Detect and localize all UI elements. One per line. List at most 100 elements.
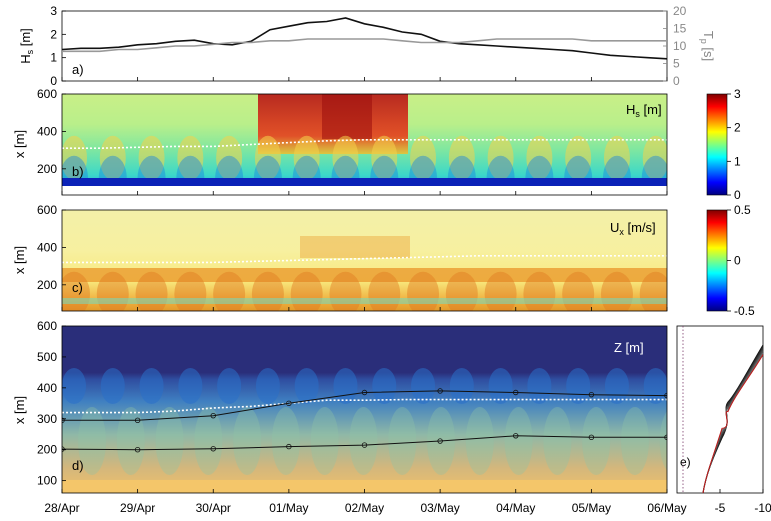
panel-d-wave xyxy=(527,368,552,404)
date-tick-label: 06/May xyxy=(647,501,686,515)
panel-d-wave xyxy=(582,407,611,475)
panel-d-contour-marker xyxy=(210,446,216,452)
panel-b-label: b) xyxy=(72,164,84,179)
panel-d-contour-marker xyxy=(361,442,368,448)
panel-c-jet-band xyxy=(62,268,667,282)
panel-d-wave xyxy=(333,368,358,404)
panel-c-shore-band xyxy=(62,298,667,304)
panel-a-left-tick-label: 0 xyxy=(50,74,57,88)
panel-a-left-tick-label: 3 xyxy=(50,4,57,18)
panel-b-cb-tick-label: 3 xyxy=(734,87,741,101)
panel-b-wave xyxy=(603,135,630,181)
panel-e-frame xyxy=(676,325,764,494)
panel-d-wave xyxy=(604,368,629,404)
panel-d-contour-marker xyxy=(588,391,595,398)
panel-a-frame xyxy=(61,10,668,82)
panel-b-wave xyxy=(448,135,475,181)
panel-d-wave xyxy=(566,368,591,404)
panel-d-wave xyxy=(643,368,667,404)
panel-e-label: e) xyxy=(680,455,691,469)
panel-c-wave xyxy=(290,271,323,311)
panel-d-wave xyxy=(62,368,86,404)
panel-b-wave xyxy=(62,135,87,181)
panel-b-ytick-label: 200 xyxy=(37,162,57,176)
panel-d-contour-marker xyxy=(134,417,141,424)
panel-b-wave xyxy=(487,135,514,181)
panel-d-contour-marker xyxy=(286,400,292,407)
panel-d-wave xyxy=(488,368,513,404)
panel-c-field-label: Ux [m/s] xyxy=(610,220,656,237)
panel-a-right-tick-label: 15 xyxy=(673,22,687,36)
panel-d-contour-marker xyxy=(664,434,667,441)
panel-d-wave xyxy=(194,407,223,475)
panel-a-right-tick-label: 0 xyxy=(673,74,680,88)
panel-d-wave xyxy=(116,407,145,475)
panel-a-ylabel-right: Tp [s] xyxy=(699,31,716,61)
panel-d-wave xyxy=(294,368,319,404)
panel-a-label: a) xyxy=(72,62,84,77)
panel-b-wave xyxy=(99,135,126,181)
panel-c-wave xyxy=(368,271,401,311)
panel-d-wave xyxy=(100,368,125,404)
panel-b-wave xyxy=(293,135,320,181)
panel-c-wave xyxy=(251,271,284,311)
panel-d-wave xyxy=(233,407,262,475)
panel-a-left-tick-label: 2 xyxy=(50,27,57,41)
panel-a: 0 1 2 3 0 5 10 15 20 Hs [m] Tp [s] a) xyxy=(18,4,716,88)
panel-a-right-tick-label: 10 xyxy=(673,39,687,53)
panel-a-right-tick-label: 5 xyxy=(673,57,680,71)
panel-c-wave xyxy=(135,271,168,311)
panel-b-ytick-label: 400 xyxy=(37,124,57,138)
panel-c-wave xyxy=(96,271,129,311)
panel-d-contour-marker xyxy=(134,447,141,453)
panel-d-ytick-label: 600 xyxy=(37,319,57,333)
panel-d-contour-marker xyxy=(210,412,216,419)
panel-c-jet-patch xyxy=(300,236,410,258)
panel-d-contour-marker xyxy=(588,434,595,441)
panel-c-wave xyxy=(445,271,478,311)
panel-d-ytick-label: 100 xyxy=(37,474,57,488)
panel-d-field xyxy=(62,326,667,493)
panel-d-wave xyxy=(217,368,242,404)
panel-b-wave xyxy=(565,135,592,181)
panel-b-ytick-label: 600 xyxy=(37,87,57,101)
panel-c-cb-tick-label: 0.5 xyxy=(734,203,751,217)
panel-b-storm-core xyxy=(322,94,372,139)
date-tick-label: 02/May xyxy=(345,501,384,515)
panel-d: 100 200 300 400 500 600 x [m] Z [m] d) 28/Apr… xyxy=(12,77,687,515)
panel-b-wave xyxy=(332,135,359,181)
panel-a-right-tick-label: 20 xyxy=(673,4,687,18)
panel-c-wave xyxy=(329,271,362,311)
panel-b: 200 400 600 x [m] Hs [m] b) 3 2 1 0 xyxy=(12,87,741,202)
panel-c-wave xyxy=(407,271,440,311)
panel-d-wave xyxy=(271,407,300,475)
panel-c-wave xyxy=(562,271,595,311)
panel-b-wave xyxy=(410,135,437,181)
panel-d-wave xyxy=(155,407,184,475)
panel-d-contour-marker xyxy=(513,433,519,439)
panel-b-cb-tick-label: 0 xyxy=(734,188,741,202)
panel-a-series-0 xyxy=(61,17,668,60)
panel-b-shore-band xyxy=(62,178,667,186)
date-tick-label: 30/Apr xyxy=(196,501,231,515)
panel-b-cb-tick-label: 2 xyxy=(734,121,741,135)
panel-c-white-line xyxy=(62,255,667,264)
panel-b-shore-dark xyxy=(62,186,667,195)
panel-b-wave xyxy=(254,135,281,181)
panel-c-wave xyxy=(523,271,556,311)
panel-d-ytick-label: 200 xyxy=(37,443,57,457)
panel-e-xtick-label: -10 xyxy=(754,501,771,515)
panel-d-wave xyxy=(449,368,474,404)
panel-e-profile-6 xyxy=(702,354,764,494)
panel-b-colorbar xyxy=(706,93,728,196)
panel-e: e) -5 -10 xyxy=(676,325,771,515)
panel-d-wave xyxy=(255,368,280,404)
panel-a-series-1 xyxy=(62,38,667,53)
panel-c-wave xyxy=(213,271,246,311)
panel-a-ylabel-left: Hs [m] xyxy=(18,28,35,64)
panel-c-cb-tick-label: 0 xyxy=(734,254,741,268)
panel-b-wave xyxy=(642,135,667,181)
panel-b-field-label: Hs [m] xyxy=(626,102,662,119)
panel-d-wave xyxy=(178,368,203,404)
